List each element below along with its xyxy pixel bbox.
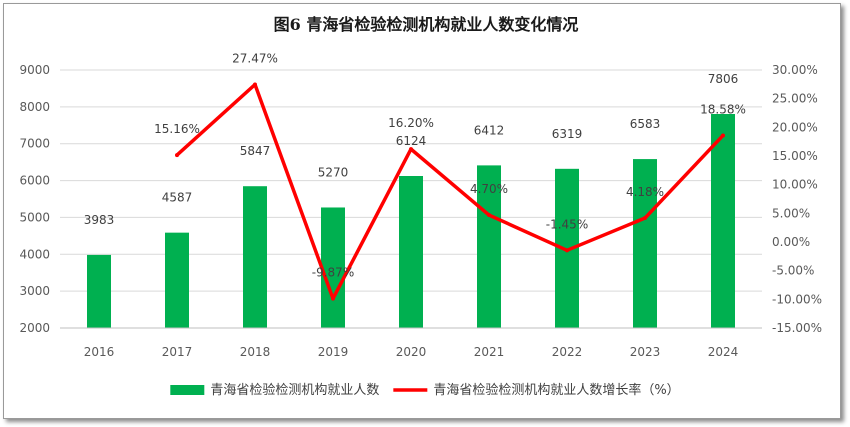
legend-bar-swatch — [170, 385, 205, 395]
y-left-tick-label: 2000 — [19, 321, 50, 335]
line-point — [643, 216, 647, 221]
y-left-tick-label: 6000 — [19, 174, 50, 188]
y-right-tick-label: 5.00% — [772, 206, 810, 220]
line-point — [721, 133, 725, 138]
line-point — [565, 248, 569, 253]
line-point — [487, 213, 491, 218]
line-value-label: -1.45% — [546, 217, 588, 231]
line-value-label: 16.20% — [388, 116, 434, 130]
line-point — [253, 82, 257, 87]
bar-value-label: 6319 — [552, 127, 583, 141]
y-right-tick-label: -5.00% — [772, 264, 814, 278]
x-tick-label: 2020 — [396, 345, 427, 359]
y-right-tick-label: 0.00% — [772, 235, 810, 249]
x-tick-label: 2018 — [240, 345, 271, 359]
y-left-tick-label: 9000 — [19, 63, 50, 77]
x-tick-label: 2023 — [630, 345, 661, 359]
x-tick-label: 2024 — [708, 345, 739, 359]
y-right-tick-label: -10.00% — [772, 292, 822, 306]
bar-value-label: 6124 — [396, 134, 427, 148]
line-value-label: 4.70% — [470, 182, 508, 196]
bar-value-label: 6583 — [630, 117, 661, 131]
chart-title: 图6 青海省检验检测机构就业人数变化情况 — [274, 15, 579, 34]
legend-line-label: 青海省检验检测机构就业人数增长率（%） — [433, 382, 679, 398]
x-tick-label: 2016 — [84, 345, 115, 359]
axes: 2000 3000 4000 5000 6000 7000 8000 9000 -15.00% -… — [19, 63, 822, 359]
bar-value-label: 7806 — [708, 72, 739, 86]
bar — [711, 114, 735, 328]
bar — [633, 159, 657, 328]
data-labels: 3983 4587 5847 5270 6124 6412 6319 6583 7806 15.1… — [84, 52, 746, 280]
y-left-tick-label: 5000 — [19, 210, 50, 224]
bar-value-label: 3983 — [84, 213, 115, 227]
y-right-tick-label: 15.00% — [772, 149, 818, 163]
line-point — [331, 296, 335, 301]
bar-value-label: 5847 — [240, 144, 271, 158]
y-right-tick-label: -15.00% — [772, 321, 822, 335]
x-tick-label: 2017 — [162, 345, 193, 359]
line-value-label: 18.58% — [700, 102, 746, 116]
bar — [477, 165, 501, 328]
x-tick-label: 2022 — [552, 345, 583, 359]
line-value-label: -9.87% — [312, 266, 354, 280]
legend-bar-label: 青海省检验检测机构就业人数 — [210, 382, 379, 398]
bar — [399, 176, 423, 328]
bar — [87, 254, 111, 328]
line-value-label: 4.18% — [626, 185, 664, 199]
y-right-tick-label: 30.00% — [772, 63, 818, 77]
growth-rate-line — [175, 82, 725, 301]
line-point — [409, 147, 413, 152]
legend: 青海省检验检测机构就业人数 青海省检验检测机构就业人数增长率（%） — [170, 382, 680, 398]
y-left-tick-label: 8000 — [19, 100, 50, 114]
line-value-label: 15.16% — [154, 122, 200, 136]
line-value-label: 27.47% — [232, 52, 278, 66]
bar-series — [87, 114, 735, 328]
x-tick-label: 2021 — [474, 345, 505, 359]
x-tick-label: 2019 — [318, 345, 349, 359]
bar-value-label: 4587 — [162, 191, 193, 205]
bar-value-label: 6412 — [474, 123, 505, 137]
y-right-tick-label: 25.00% — [772, 92, 818, 106]
y-left-tick-label: 3000 — [19, 284, 50, 298]
bar — [165, 232, 189, 328]
y-right-tick-label: 10.00% — [772, 178, 818, 192]
bar-value-label: 5270 — [318, 165, 349, 179]
bar — [243, 186, 267, 328]
y-left-tick-label: 4000 — [19, 247, 50, 261]
line-point — [175, 153, 179, 158]
line-series — [175, 82, 725, 301]
bar — [321, 207, 345, 328]
y-left-tick-label: 7000 — [19, 137, 50, 151]
y-right-tick-label: 20.00% — [772, 120, 818, 134]
